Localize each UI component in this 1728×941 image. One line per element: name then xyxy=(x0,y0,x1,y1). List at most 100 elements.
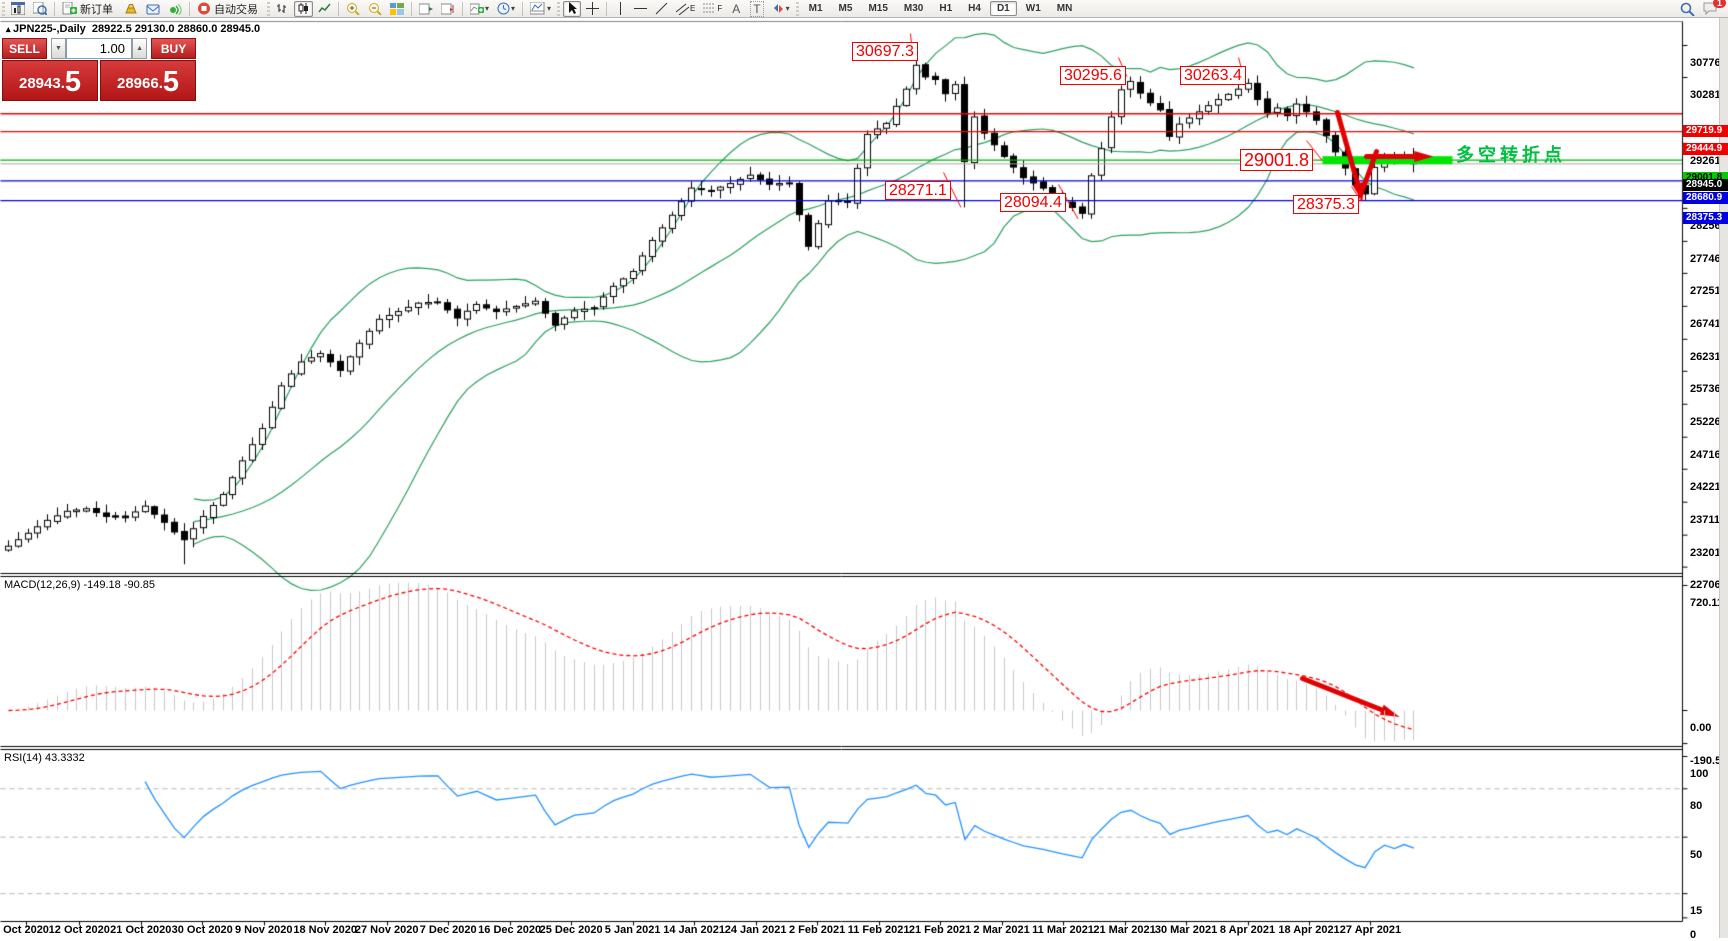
bar-chart-icon xyxy=(277,4,286,13)
price-axis-badge: 29444.9 xyxy=(1683,143,1728,156)
auto-scroll-button[interactable] xyxy=(416,1,436,17)
toolbar-handle[interactable] xyxy=(2,1,5,16)
bar-chart-button[interactable] xyxy=(273,1,292,17)
fibonacci-tool-button[interactable]: F xyxy=(700,1,725,17)
tab-m5[interactable]: M5 xyxy=(838,3,853,14)
volume-increase-button[interactable]: ▲ xyxy=(132,38,148,59)
main-toolbar: 新订单 自动交易 ▾ ▾ xyxy=(0,0,1728,18)
macd-axis-tick: 0.00 xyxy=(1690,722,1712,734)
date-axis-label: 27 Nov 2020 xyxy=(354,924,419,936)
date-axis-label: 11 Mar 2021 xyxy=(1032,924,1094,936)
text-tool-icon: A xyxy=(732,1,741,16)
terminal-icon xyxy=(146,4,160,14)
tab-h1[interactable]: H1 xyxy=(939,3,953,14)
new-order-label: 新订单 xyxy=(80,3,113,16)
date-axis-label: 21 Feb 2021 xyxy=(908,924,972,936)
price-axis-tick: 23711.0 xyxy=(1690,513,1728,526)
crosshair-tool-button[interactable] xyxy=(583,1,602,17)
date-axis-label: 18 Nov 2020 xyxy=(293,924,357,936)
buy-price-panel[interactable]: 28966. 5 xyxy=(100,60,196,101)
date-axis-label: 14 Jan 2021 xyxy=(663,924,726,936)
price-annotation[interactable]: 28271.1 xyxy=(885,181,951,200)
text-tool-button[interactable]: A xyxy=(727,1,745,17)
new-order-button[interactable]: 新订单 xyxy=(59,1,119,17)
tab-m30[interactable]: M30 xyxy=(903,3,924,14)
symbol-title: ▴ JPN225-,Daily 28922.5 29130.0 28860.0 … xyxy=(6,23,260,35)
new-chart-button[interactable] xyxy=(8,1,28,17)
volume-input[interactable] xyxy=(66,38,132,59)
price-annotation[interactable]: 28375.3 xyxy=(1293,195,1359,214)
autotrading-label: 自动交易 xyxy=(214,3,258,16)
dropdown-caret: ▾ xyxy=(511,4,516,13)
price-annotation[interactable]: 30295.6 xyxy=(1060,66,1126,85)
tab-m15[interactable]: M15 xyxy=(868,3,888,14)
price-annotation[interactable]: 28094.4 xyxy=(1000,193,1066,212)
price-annotation[interactable]: 30697.3 xyxy=(852,42,918,61)
candlestick-chart-button[interactable] xyxy=(294,0,313,17)
tab-d1[interactable]: D1 xyxy=(989,1,1017,16)
zoom-out-icon xyxy=(369,3,382,15)
tab-mn[interactable]: MN xyxy=(1056,3,1073,14)
cn-annotation[interactable]: 多空转折点 xyxy=(1456,145,1566,165)
sell-button[interactable]: SELL xyxy=(2,38,47,59)
channel-tool-button[interactable]: E xyxy=(673,1,698,17)
vertical-line-tool-button[interactable] xyxy=(611,1,629,17)
date-axis-label: 30 Oct 2020 xyxy=(171,924,233,936)
price-axis-tick: 24221.0 xyxy=(1690,480,1728,493)
autotrading-button[interactable]: 自动交易 xyxy=(194,1,264,17)
tile-windows-icon xyxy=(390,2,404,15)
horizontal-line-tool-button[interactable] xyxy=(631,1,650,17)
dropdown-caret: ▾ xyxy=(547,4,552,13)
signals-button[interactable] xyxy=(165,1,185,17)
trendline-icon xyxy=(655,2,668,15)
date-axis-label: 16 Dec 2020 xyxy=(478,924,542,936)
date-axis-label: 2 Feb 2021 xyxy=(788,924,846,936)
line-chart-button[interactable] xyxy=(315,1,334,17)
add-indicator-button[interactable]: ▾ xyxy=(467,1,492,17)
volume-decrease-button[interactable]: ▼ xyxy=(50,38,66,59)
fibo-suffix: F xyxy=(717,4,723,13)
right-scrollbar[interactable] xyxy=(1719,18,1728,938)
date-axis-label: 21 Oct 2020 xyxy=(110,924,172,936)
notification-badge: 1 xyxy=(1712,0,1726,8)
macd-indicator-label: MACD(12,26,9) -149.18 -90.85 xyxy=(4,579,156,591)
sell-price-panel[interactable]: 28943. 5 xyxy=(2,60,98,101)
price-annotation[interactable]: 29001.8 xyxy=(1240,149,1314,171)
search-icon xyxy=(1680,2,1695,16)
date-axis-label: 2 Mar 2021 xyxy=(973,924,1030,936)
tab-m1[interactable]: M1 xyxy=(808,3,823,14)
chart-profile-button[interactable] xyxy=(30,1,50,17)
periods-button[interactable]: ▾ xyxy=(494,1,518,17)
zoom-in-button[interactable] xyxy=(343,1,363,17)
one-click-trading-panel: SELL ▼ ▲ BUY 28943.5 28966.5 xyxy=(2,38,196,101)
rsi-axis-tick: 0 xyxy=(1690,929,1697,941)
terminal-button[interactable] xyxy=(143,1,163,17)
arrow-objects-icon xyxy=(773,4,783,13)
depth-of-market-button[interactable] xyxy=(121,1,141,17)
price-annotation[interactable]: 30263.4 xyxy=(1180,66,1246,85)
tab-h4[interactable]: H4 xyxy=(968,3,981,14)
chart-canvas[interactable] xyxy=(0,18,1728,938)
chart-shift-button[interactable] xyxy=(438,1,458,17)
zoom-out-button[interactable] xyxy=(365,1,385,17)
arrow-objects-button[interactable]: ▾ xyxy=(769,1,793,17)
rsi-axis-tick: 15 xyxy=(1690,905,1703,918)
dropdown-caret: ▾ xyxy=(785,4,790,13)
symbol-marker-icon: ▴ xyxy=(6,24,14,34)
clock-icon xyxy=(497,2,510,15)
date-axis-label: 5 Jan 2021 xyxy=(604,924,661,936)
search-button[interactable] xyxy=(1677,1,1698,17)
tile-windows-button[interactable] xyxy=(387,1,407,17)
notifications-button[interactable]: 1 xyxy=(1700,0,1726,17)
price-axis-tick: 29261.0 xyxy=(1690,154,1728,167)
price-axis-tick: 30776.0 xyxy=(1690,57,1728,69)
price-axis-tick: 25736.0 xyxy=(1690,382,1728,395)
rsi-axis-tick: 50 xyxy=(1690,848,1703,861)
channel-icon xyxy=(676,3,690,15)
buy-button[interactable]: BUY xyxy=(151,38,196,59)
indicator-windows-button[interactable]: ▾ xyxy=(527,1,554,17)
tab-w1[interactable]: W1 xyxy=(1025,3,1041,14)
cursor-tool-button[interactable] xyxy=(563,0,582,17)
label-tool-button[interactable]: T xyxy=(747,0,766,17)
trendline-tool-button[interactable] xyxy=(652,1,671,17)
